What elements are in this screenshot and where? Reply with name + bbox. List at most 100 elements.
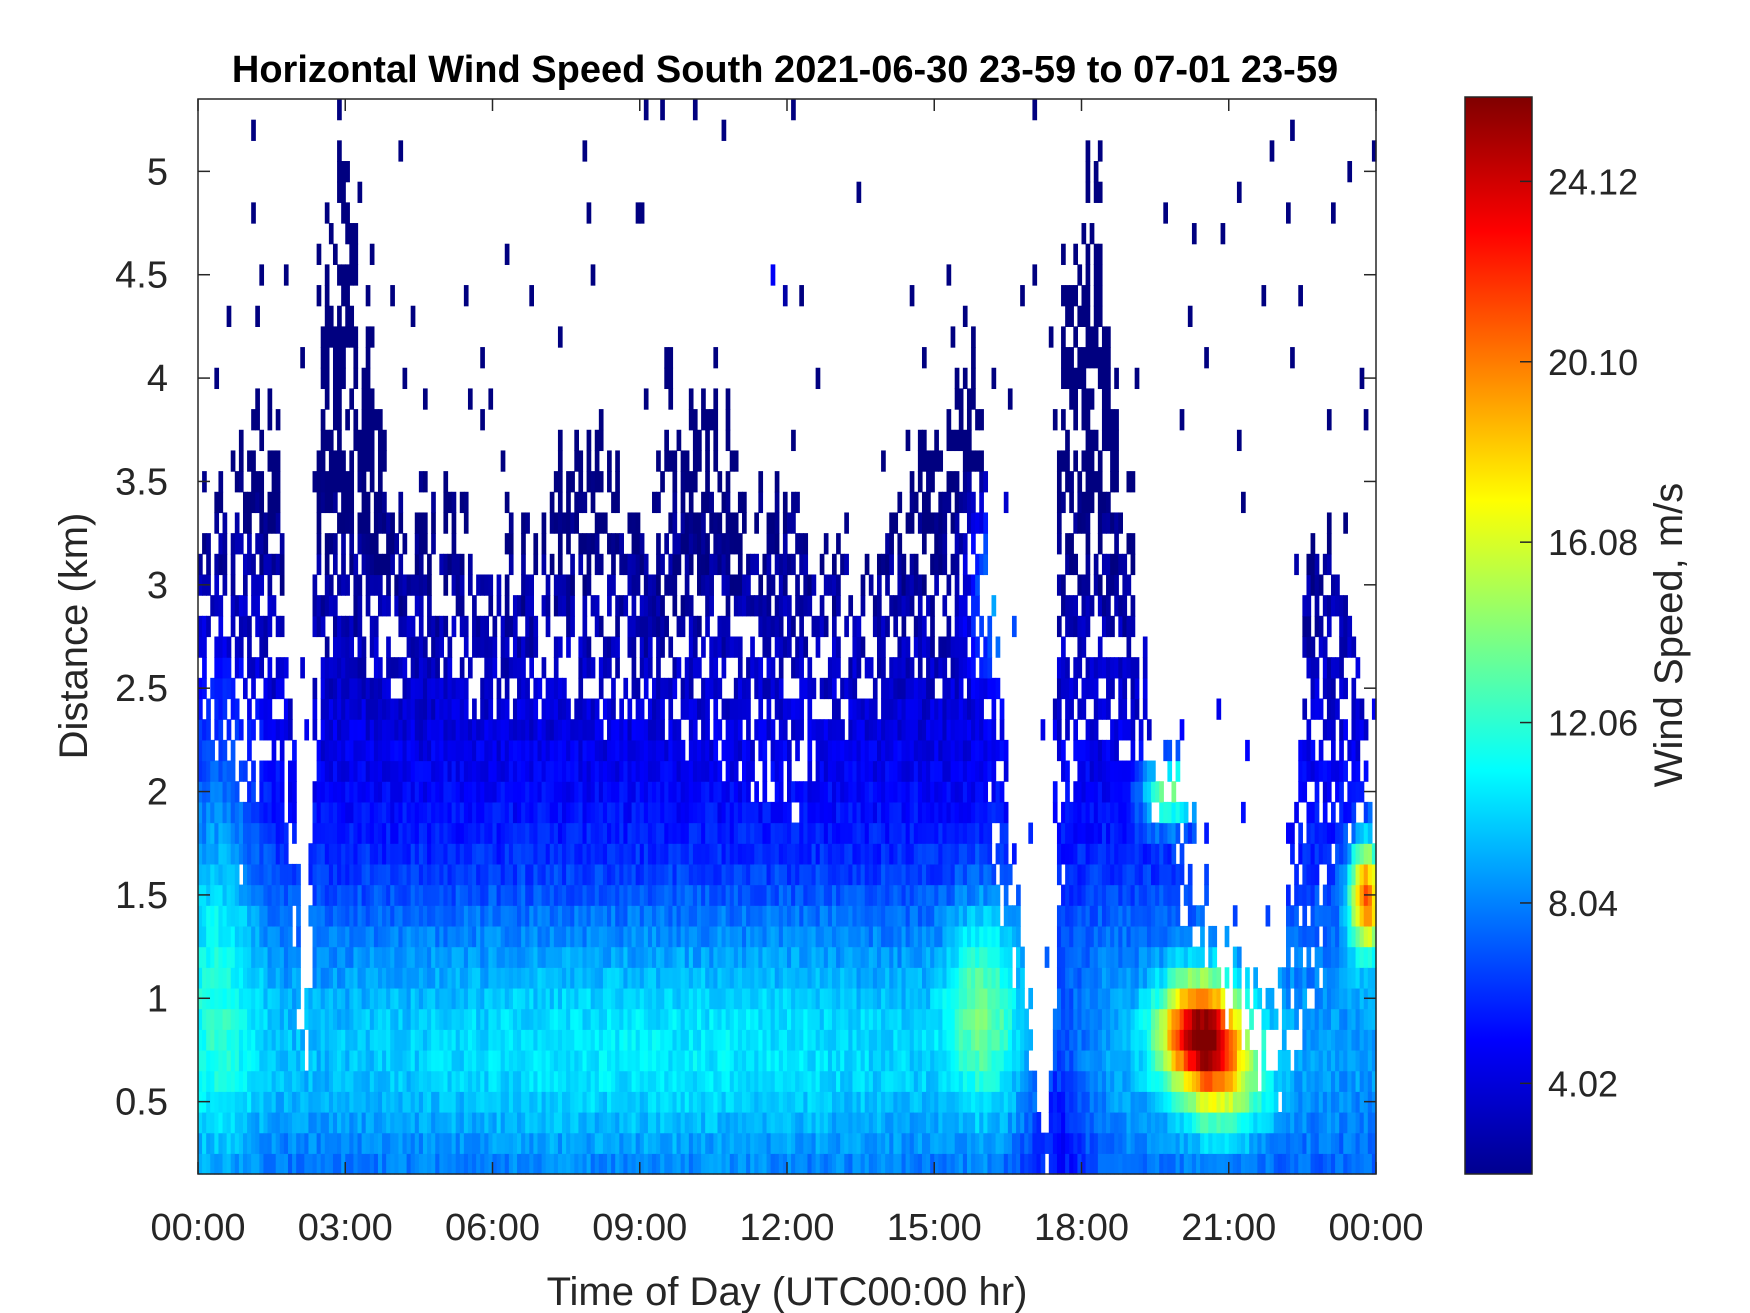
heatmap-cell <box>382 1049 387 1072</box>
heatmap-cell <box>787 595 792 617</box>
heatmap-cell <box>709 636 714 658</box>
heatmap-cell <box>611 719 616 741</box>
heatmap-cell <box>255 1091 260 1113</box>
heatmap-cell <box>848 905 854 927</box>
heatmap-cell <box>836 1132 841 1154</box>
heatmap-cell <box>251 553 256 576</box>
heatmap-cell <box>402 946 408 968</box>
heatmap-cell <box>431 884 436 906</box>
heatmap-cell <box>275 677 281 700</box>
heatmap-cell <box>676 884 682 906</box>
heatmap-cell <box>292 781 297 803</box>
heatmap-cell <box>410 905 416 927</box>
heatmap-cell <box>574 429 579 452</box>
heatmap-cell <box>255 491 260 514</box>
heatmap-cell <box>263 677 269 700</box>
heatmap-cell <box>692 946 698 968</box>
heatmap-cell <box>549 512 555 534</box>
heatmap-cell <box>672 905 678 927</box>
heatmap-cell <box>341 1008 346 1030</box>
heatmap-cell <box>525 987 530 1010</box>
heatmap-cell <box>341 677 346 700</box>
heatmap-cell <box>652 574 657 596</box>
heatmap-cell <box>881 1132 886 1154</box>
heatmap-cell <box>537 1049 543 1072</box>
heatmap-cell <box>787 636 792 658</box>
heatmap-cell <box>406 1111 412 1134</box>
heatmap-cell <box>365 946 371 968</box>
heatmap-cell <box>472 719 477 741</box>
heatmap-cell <box>247 1111 252 1134</box>
heatmap-cell <box>831 1153 837 1175</box>
heatmap-cell <box>508 884 514 906</box>
heatmap-cell <box>598 739 604 762</box>
heatmap-cell <box>337 615 342 638</box>
heatmap-cell <box>496 1132 502 1154</box>
heatmap-cell <box>848 1153 854 1175</box>
heatmap-cell <box>598 967 604 989</box>
heatmap-cell <box>889 698 894 720</box>
heatmap-cell <box>627 822 633 844</box>
heatmap-cell <box>512 1132 518 1154</box>
heatmap-cell <box>431 739 436 762</box>
heatmap-cell <box>737 533 743 555</box>
heatmap-cell <box>615 636 620 658</box>
heatmap-cell <box>831 739 837 762</box>
heatmap-cell <box>864 863 870 886</box>
heatmap-cell <box>222 884 228 906</box>
heatmap-cell <box>234 595 240 617</box>
heatmap-cell <box>533 1008 539 1030</box>
heatmap-cell <box>545 843 551 865</box>
heatmap-cell <box>742 987 747 1010</box>
heatmap-cell <box>660 987 665 1010</box>
heatmap-cell <box>782 1049 788 1072</box>
heatmap-cell <box>316 1029 322 1051</box>
heatmap-cell <box>337 760 342 782</box>
heatmap-cell <box>787 822 792 844</box>
heatmap-cell <box>750 739 755 762</box>
heatmap-cell <box>222 574 228 596</box>
heatmap-cell <box>275 471 281 493</box>
heatmap-cell <box>390 719 395 741</box>
heatmap-cell <box>750 1029 755 1051</box>
heatmap-cell <box>533 1132 539 1154</box>
heatmap-cell <box>484 1091 490 1113</box>
heatmap-cell <box>386 801 391 824</box>
heatmap-cell <box>521 863 526 886</box>
heatmap-cell <box>488 946 494 968</box>
heatmap-cell <box>521 719 526 741</box>
heatmap-cell <box>697 925 702 948</box>
heatmap-cell <box>782 636 788 658</box>
heatmap-cell <box>611 1070 616 1092</box>
heatmap-cell <box>737 863 743 886</box>
heatmap-cell <box>615 946 620 968</box>
heatmap-cell <box>885 863 890 886</box>
heatmap-cell <box>341 491 346 514</box>
heatmap-cell <box>668 512 674 534</box>
heatmap-cell <box>725 595 731 617</box>
heatmap-cell <box>672 574 678 596</box>
heatmap-cell <box>492 822 498 844</box>
heatmap-cell <box>418 1091 424 1113</box>
heatmap-cell <box>656 677 661 700</box>
heatmap-cell <box>332 471 338 493</box>
heatmap-cell <box>238 429 244 452</box>
heatmap-cell <box>467 822 473 844</box>
heatmap-cell <box>889 1029 894 1051</box>
heatmap-cell <box>271 677 277 700</box>
heatmap-cell <box>664 574 669 596</box>
heatmap-cell <box>627 512 633 534</box>
heatmap-cell <box>750 843 755 865</box>
heatmap-cell <box>598 925 604 948</box>
heatmap-cell <box>337 636 342 658</box>
heatmap-cell <box>402 595 408 617</box>
heatmap-cell <box>562 719 567 741</box>
heatmap-cell <box>872 1049 878 1072</box>
heatmap-cell <box>206 863 211 886</box>
heatmap-cell <box>672 512 678 534</box>
heatmap-cell <box>287 967 293 989</box>
heatmap-cell <box>721 946 727 968</box>
heatmap-cell <box>872 946 878 968</box>
heatmap-cell <box>431 1070 436 1092</box>
heatmap-cell <box>418 1132 424 1154</box>
